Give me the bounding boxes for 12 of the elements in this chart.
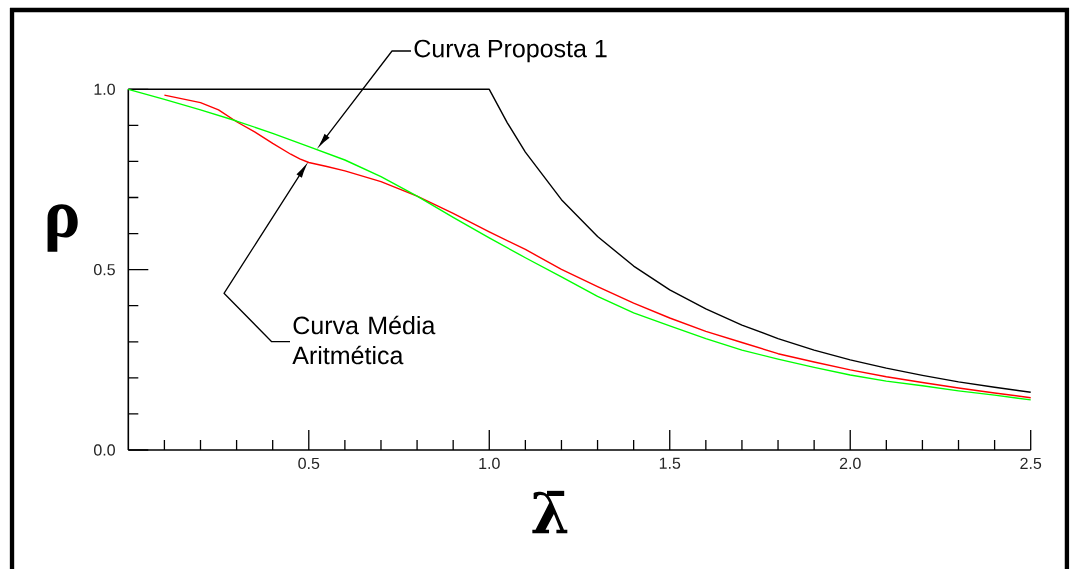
x-tick-label: 0.5 xyxy=(298,457,320,470)
x-axis-title: λ̄ xyxy=(532,490,568,534)
x-tick-label: 1.5 xyxy=(659,457,681,469)
x-tick-label: 1.0 xyxy=(479,457,500,470)
x-tick-label: 2.0 xyxy=(839,457,861,470)
y-tick-label: 1.0 xyxy=(94,83,115,95)
annotation: Curva Média Aritmética xyxy=(292,315,436,365)
x-tick-label: 2.5 xyxy=(1020,457,1042,470)
y-tick-label: 0.0 xyxy=(93,444,115,456)
y-tick-label: 0.5 xyxy=(93,263,115,276)
y-axis-title: ρ xyxy=(47,204,78,252)
text: Curva Proposta 1 xyxy=(414,39,607,63)
